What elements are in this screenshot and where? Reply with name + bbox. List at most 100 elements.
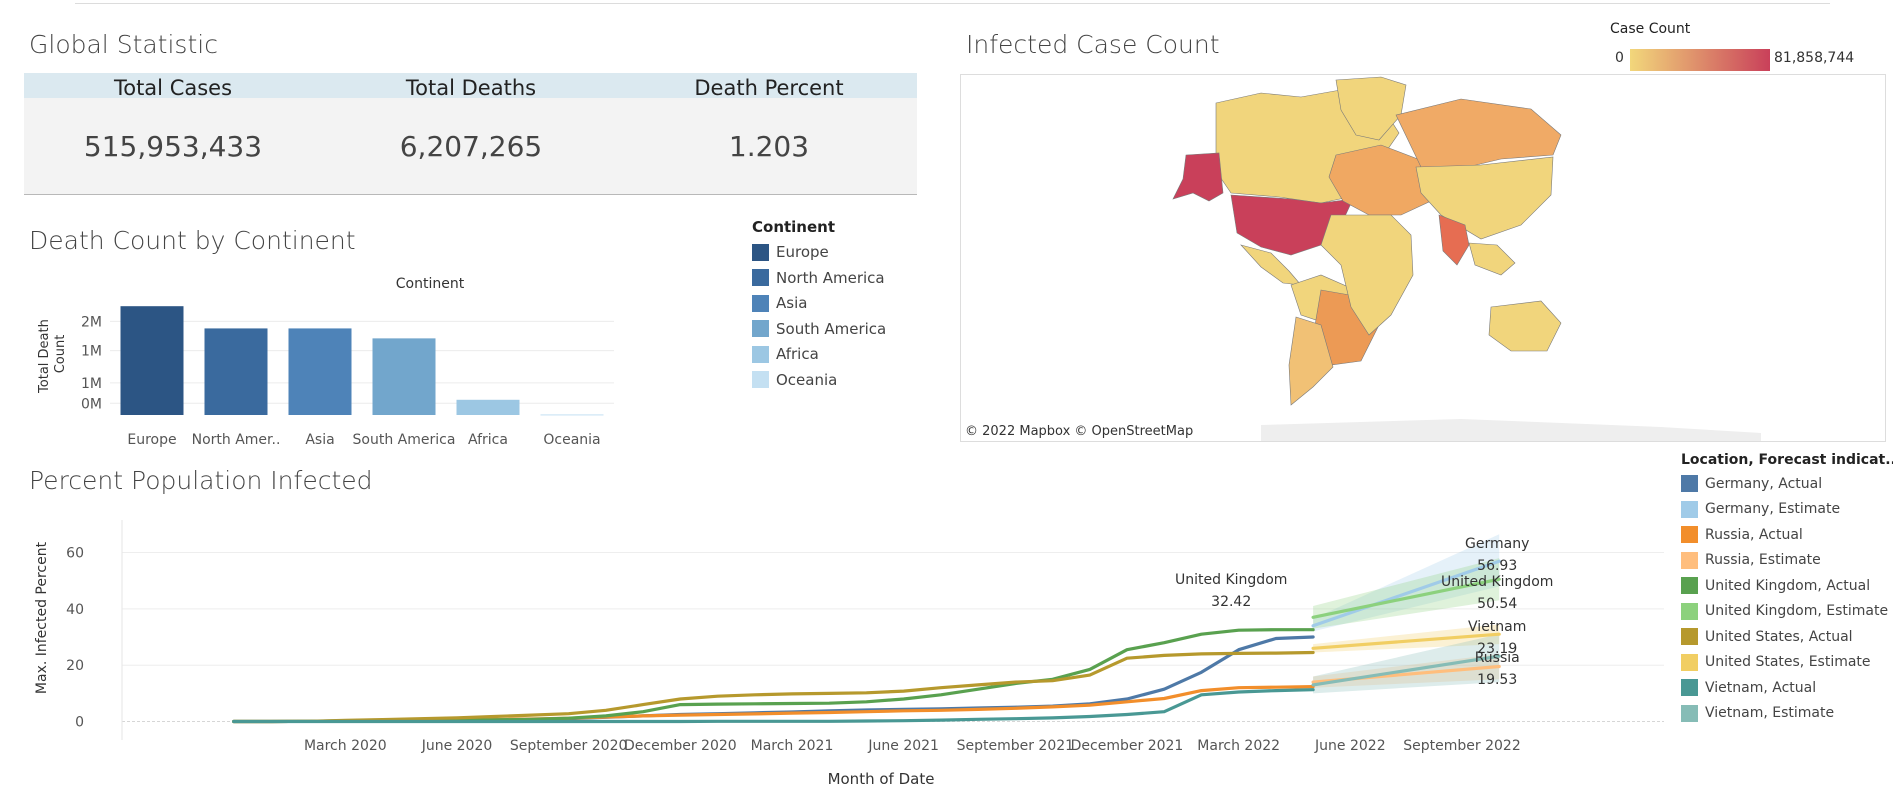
location-legend-item[interactable]: United States, Estimate (1681, 653, 1871, 671)
kpi-death-percent-value[interactable]: 1.203 (728, 130, 810, 163)
legend-label: South America (776, 319, 887, 338)
case-count-legend-title: Case Count (1610, 21, 1691, 37)
bar-chart-y-ticks: 2M 1M 1M 0M (81, 314, 102, 412)
annotation-value: 50.54 (1477, 596, 1517, 612)
map-antarctica (1261, 419, 1761, 441)
map-attribution: © 2022 Mapbox © OpenStreetMap (965, 424, 1194, 439)
bar-south-america[interactable] (372, 338, 436, 415)
location-legend-item[interactable]: Germany, Estimate (1681, 500, 1841, 518)
legend-swatch (752, 345, 769, 363)
bar-y-tick-label: 1M (81, 376, 102, 392)
location-legend-item[interactable]: Russia, Estimate (1681, 551, 1821, 569)
location-legend-item[interactable]: Vietnam, Actual (1681, 679, 1816, 696)
bar-asia[interactable] (288, 328, 352, 415)
kpi-total-cases-value[interactable]: 515,953,433 (83, 130, 263, 163)
line-y-tick-label: 40 (66, 602, 84, 618)
line-chart-y-ticks: 0 20 40 60 (66, 546, 84, 731)
line-chart-y-label: Max. Infected Percent (34, 541, 50, 694)
bar-x-label: Oceania (543, 432, 600, 448)
legend-swatch (1681, 526, 1698, 543)
map-australia[interactable] (1488, 300, 1562, 352)
annotation-label: Vietnam (1468, 619, 1526, 635)
legend-swatch (752, 320, 769, 337)
kpi-value-band (24, 98, 917, 195)
continent-legend-item[interactable]: North America (752, 269, 885, 287)
continent-legend-item[interactable]: Asia (752, 294, 807, 312)
map-argentina[interactable] (1288, 316, 1334, 406)
continent-legend-item[interactable]: Oceania (752, 371, 837, 389)
series-united-kingdom-estimate[interactable] (1311, 577, 1501, 619)
case-count-legend-min: 0 (1615, 50, 1624, 66)
annotation-label: United Kingdom (1441, 574, 1553, 590)
series-united-states-actual[interactable] (232, 650, 1315, 724)
line-y-tick-label: 20 (66, 658, 84, 674)
bar-chart-y-label-line-2: Count (53, 335, 68, 374)
legend-swatch (752, 269, 769, 286)
legend-swatch (752, 371, 769, 388)
location-legend-item[interactable]: United States, Actual (1681, 628, 1853, 645)
legend-label: Oceania (776, 370, 838, 389)
legend-swatch (1681, 500, 1698, 518)
line-chart-gridlines (121, 520, 1664, 740)
top-divider (75, 3, 1830, 4)
line-chart-x-label: Month of Date (828, 770, 935, 788)
map-greenland[interactable] (1335, 76, 1407, 141)
annotation-value: 56.93 (1477, 558, 1517, 574)
percent-infected-title: Percent Population Infected (29, 466, 373, 495)
line-x-tick-label: June 2020 (421, 738, 493, 754)
location-legend-item[interactable]: Germany, Actual (1681, 475, 1822, 492)
legend-swatch (1681, 653, 1698, 671)
legend-label: Africa (776, 345, 819, 363)
line-x-tick-label: June 2022 (1314, 738, 1386, 754)
map-asia[interactable] (1415, 156, 1554, 240)
location-legend-item[interactable]: United Kingdom, Actual (1681, 577, 1870, 594)
continent-legend-item[interactable]: Europe (752, 243, 829, 261)
infected-map-title: Infected Case Count (966, 30, 1220, 59)
legend-label: Germany, Actual (1705, 475, 1823, 492)
series-germany-estimate[interactable] (1311, 559, 1501, 628)
map-europe[interactable] (1328, 144, 1442, 216)
series-united-kingdom-actual[interactable] (232, 628, 1315, 724)
legend-swatch (1681, 577, 1698, 594)
location-legend-title: Location, Forecast indicat... (1681, 452, 1893, 468)
legend-label: Russia, Estimate (1705, 552, 1821, 568)
line-y-tick-label: 0 (75, 715, 84, 731)
location-legend-item[interactable]: Vietnam, Estimate (1681, 704, 1834, 722)
series-united-states-estimate[interactable] (1311, 632, 1501, 650)
location-legend-item[interactable]: Russia, Actual (1681, 526, 1803, 543)
continent-legend-item[interactable]: South America (752, 320, 886, 338)
line-x-tick-label: December 2021 (1071, 738, 1184, 754)
world-map[interactable]: © 2022 Mapbox © OpenStreetMap (960, 74, 1886, 442)
annotation-value: 32.42 (1211, 594, 1251, 610)
series-germany-actual[interactable] (232, 635, 1315, 724)
bar-chart-y-label: Total Death Count (37, 315, 68, 394)
bar-x-label: Asia (305, 432, 334, 448)
bar-europe[interactable] (120, 306, 184, 415)
bar-chart-gridlines (110, 320, 614, 404)
legend-swatch (752, 294, 769, 312)
bar-chart-subtitle: Continent (396, 276, 465, 292)
map-africa[interactable] (1320, 214, 1414, 336)
bar-africa[interactable] (456, 399, 520, 415)
line-x-tick-label: March 2022 (1197, 738, 1280, 754)
continent-legend-item[interactable]: Africa (752, 345, 819, 363)
series-vietnam-estimate[interactable] (1311, 654, 1501, 687)
percent-infected-line-chart: 0 20 40 60 March 2020 June 2020 September 202… (34, 520, 1664, 788)
series-vietnam-actual[interactable] (232, 688, 1315, 724)
legend-label: Europe (776, 243, 829, 261)
bar-x-label: North Amer.. (192, 432, 281, 448)
bar-x-label: South America (353, 432, 456, 448)
location-legend-item[interactable]: United Kingdom, Estimate (1681, 602, 1888, 620)
map-india[interactable] (1438, 214, 1470, 266)
kpi-header-band (24, 73, 917, 98)
map-se-asia[interactable] (1468, 242, 1516, 276)
legend-swatch (752, 243, 769, 261)
line-x-tick-label: September 2020 (510, 738, 627, 754)
kpi-total-deaths-value[interactable]: 6,207,265 (399, 130, 543, 163)
legend-label: Asia (776, 294, 808, 312)
bar-oceania[interactable] (540, 414, 604, 416)
map-alaska[interactable] (1172, 152, 1224, 202)
bar-north-amer-[interactable] (204, 328, 268, 415)
legend-label: Germany, Estimate (1705, 501, 1841, 517)
